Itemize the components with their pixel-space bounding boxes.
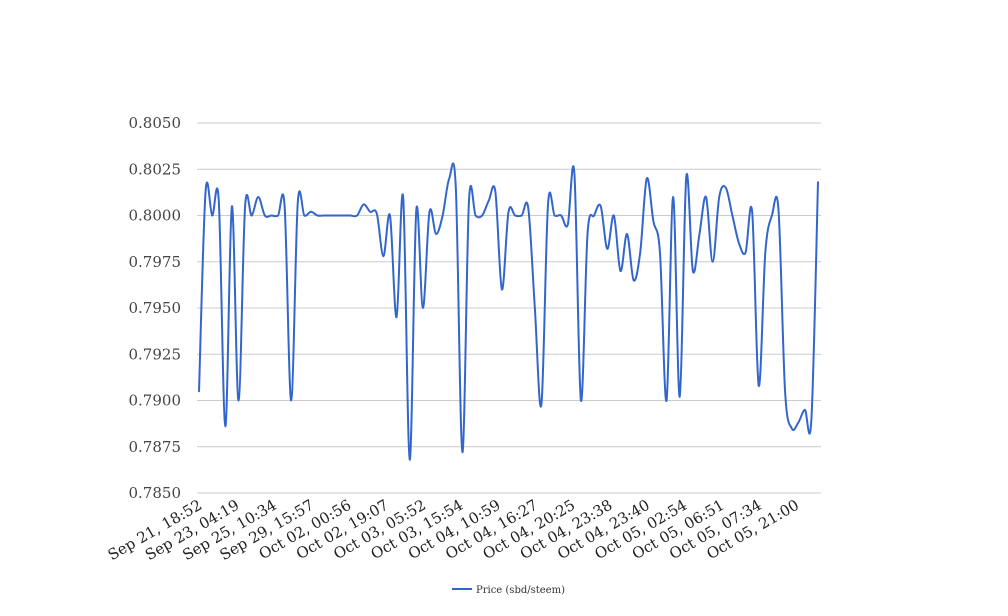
y-axis-ticks: 0.8050 0.8025 0.8000 0.7975 0.7950 0.7925 0.79… bbox=[129, 114, 182, 502]
legend: Price (sbd/steem) bbox=[452, 585, 565, 596]
y-tick-label: 0.7975 bbox=[129, 253, 182, 271]
y-tick-label: 0.7875 bbox=[129, 438, 182, 456]
y-tick-label: 0.7900 bbox=[129, 392, 182, 410]
y-tick-label: 0.7850 bbox=[129, 484, 182, 502]
y-tick-label: 0.8025 bbox=[129, 160, 182, 178]
gridlines bbox=[197, 122, 821, 494]
legend-label: Price (sbd/steem) bbox=[476, 585, 565, 596]
y-tick-label: 0.7925 bbox=[129, 345, 182, 363]
y-tick-label: 0.7950 bbox=[129, 299, 182, 317]
y-tick-label: 0.8000 bbox=[129, 207, 182, 225]
y-tick-label: 0.8050 bbox=[129, 114, 182, 132]
series-line-price bbox=[198, 162, 819, 461]
